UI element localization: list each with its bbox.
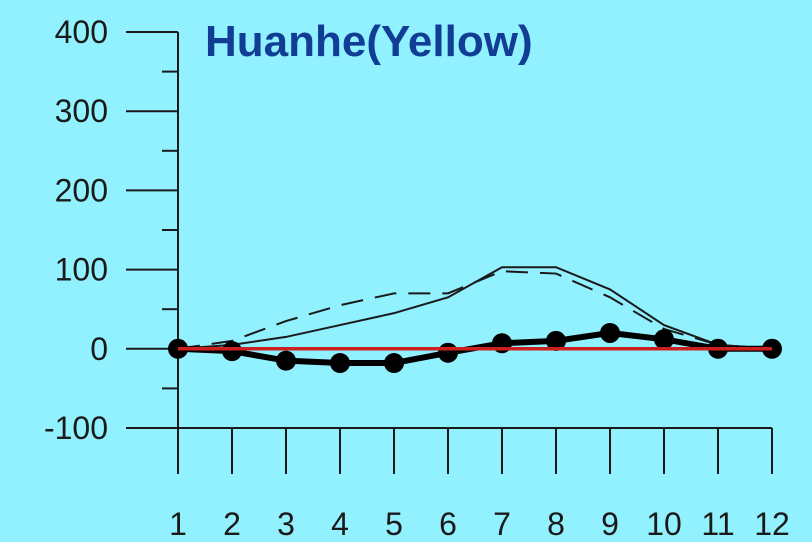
x-tick-label: 6 (439, 506, 457, 542)
x-tick-label: 8 (547, 506, 565, 542)
y-tick-label: -100 (44, 410, 108, 446)
series-layer (168, 267, 782, 373)
data-point-marker (330, 353, 350, 373)
data-point-marker (384, 353, 404, 373)
data-point-marker (600, 323, 620, 343)
data-point-marker (654, 329, 674, 349)
x-tick-label: 10 (646, 506, 682, 542)
x-tick-label: 4 (331, 506, 349, 542)
y-tick-label: 100 (55, 252, 108, 288)
x-tick-label: 9 (601, 506, 619, 542)
x-tick-label: 2 (223, 506, 241, 542)
data-point-marker (438, 343, 458, 363)
y-tick-label: 200 (55, 172, 108, 208)
x-tick-label: 12 (754, 506, 790, 542)
data-point-marker (222, 341, 242, 361)
y-tick-label: 400 (55, 14, 108, 50)
chart-title: Huanhe(Yellow) (205, 17, 533, 66)
data-point-marker (276, 351, 296, 371)
x-tick-label: 5 (385, 506, 403, 542)
x-tick-label: 1 (169, 506, 187, 542)
x-tick-label: 11 (701, 506, 734, 542)
series-line-dashed (178, 271, 772, 349)
x-tick-label: 7 (493, 506, 511, 542)
y-tick-label: 300 (55, 93, 108, 129)
x-tick-label: 3 (277, 506, 295, 542)
series-line-solid-thin (178, 267, 772, 349)
y-tick-label: 0 (90, 331, 108, 367)
